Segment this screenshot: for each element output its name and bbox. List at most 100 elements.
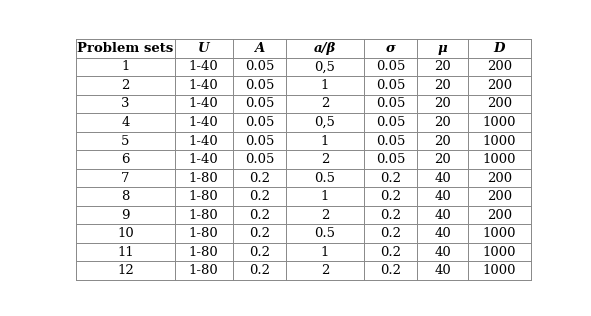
Bar [76,150,531,169]
Text: 40: 40 [434,264,451,277]
Text: 5: 5 [121,135,129,148]
Text: 0.05: 0.05 [376,60,405,73]
Text: 1-80: 1-80 [189,246,219,259]
Text: 1-40: 1-40 [189,135,219,148]
Text: 40: 40 [434,227,451,240]
Text: 200: 200 [487,60,512,73]
Text: 0.2: 0.2 [249,227,270,240]
Bar [76,95,531,113]
Bar [76,132,531,150]
Text: a/β: a/β [314,42,336,55]
Text: 40: 40 [434,190,451,203]
Text: 2: 2 [121,79,129,92]
Text: 0,5: 0,5 [314,60,336,73]
Text: Problem sets: Problem sets [77,42,174,55]
Text: 1: 1 [321,135,329,148]
Text: 20: 20 [434,79,451,92]
Text: 0.2: 0.2 [249,264,270,277]
Text: 40: 40 [434,209,451,222]
Text: 40: 40 [434,172,451,185]
Text: 7: 7 [121,172,129,185]
Text: 0.05: 0.05 [376,79,405,92]
Text: 0.2: 0.2 [380,209,401,222]
Bar [76,76,531,95]
Text: 0.2: 0.2 [249,209,270,222]
Text: 20: 20 [434,153,451,166]
Text: 0.05: 0.05 [245,60,274,73]
Text: 9: 9 [121,209,129,222]
Text: 0.05: 0.05 [376,153,405,166]
Text: 0.05: 0.05 [245,116,274,129]
Bar [76,262,531,280]
Text: 0.5: 0.5 [314,227,336,240]
Text: 1-40: 1-40 [189,79,219,92]
Text: 0.5: 0.5 [314,172,336,185]
Text: 6: 6 [121,153,129,166]
Text: 4: 4 [121,116,129,129]
Text: 1-80: 1-80 [189,190,219,203]
Text: 0.2: 0.2 [380,264,401,277]
Text: 0.05: 0.05 [245,135,274,148]
Text: 20: 20 [434,60,451,73]
Text: 1000: 1000 [483,153,516,166]
Text: 1000: 1000 [483,116,516,129]
Text: 2: 2 [321,264,329,277]
Text: 1-80: 1-80 [189,264,219,277]
Text: 0.2: 0.2 [380,172,401,185]
Text: 200: 200 [487,190,512,203]
Text: 12: 12 [117,264,134,277]
Text: 8: 8 [121,190,129,203]
Bar [76,224,531,243]
Text: 0.2: 0.2 [249,172,270,185]
Text: 200: 200 [487,79,512,92]
Text: 2: 2 [321,209,329,222]
Text: 200: 200 [487,172,512,185]
Text: 1: 1 [121,60,129,73]
Text: 0.05: 0.05 [376,98,405,111]
Text: 200: 200 [487,98,512,111]
Text: 1: 1 [321,79,329,92]
Text: 0.2: 0.2 [249,246,270,259]
Text: 20: 20 [434,98,451,111]
Text: 2: 2 [321,98,329,111]
Text: 1-40: 1-40 [189,98,219,111]
Bar [76,187,531,206]
Text: 11: 11 [117,246,134,259]
Text: 0.05: 0.05 [245,79,274,92]
Text: 1000: 1000 [483,227,516,240]
Text: 0,5: 0,5 [314,116,336,129]
Text: A: A [254,42,265,55]
Text: 0.05: 0.05 [376,135,405,148]
Text: 1000: 1000 [483,135,516,148]
Text: 0.2: 0.2 [249,190,270,203]
Text: 0.05: 0.05 [245,98,274,111]
Bar [76,243,531,262]
Text: 3: 3 [121,98,129,111]
Bar [76,58,531,76]
Text: 0.05: 0.05 [245,153,274,166]
Text: 20: 20 [434,116,451,129]
Bar [76,206,531,224]
Text: 10: 10 [117,227,134,240]
Text: 1-40: 1-40 [189,60,219,73]
Text: U: U [198,42,210,55]
Text: 20: 20 [434,135,451,148]
Text: 1: 1 [321,190,329,203]
Text: 40: 40 [434,246,451,259]
Text: 1-80: 1-80 [189,172,219,185]
Text: 0.2: 0.2 [380,227,401,240]
Text: 2: 2 [321,153,329,166]
Bar [76,39,531,58]
Text: σ: σ [386,42,395,55]
Bar [76,113,531,132]
Text: 1-80: 1-80 [189,227,219,240]
Bar [76,169,531,187]
Text: 1-80: 1-80 [189,209,219,222]
Text: 200: 200 [487,209,512,222]
Text: 0.2: 0.2 [380,190,401,203]
Text: 1-40: 1-40 [189,153,219,166]
Text: 1-40: 1-40 [189,116,219,129]
Text: μ: μ [438,42,447,55]
Text: 0.2: 0.2 [380,246,401,259]
Text: 1000: 1000 [483,246,516,259]
